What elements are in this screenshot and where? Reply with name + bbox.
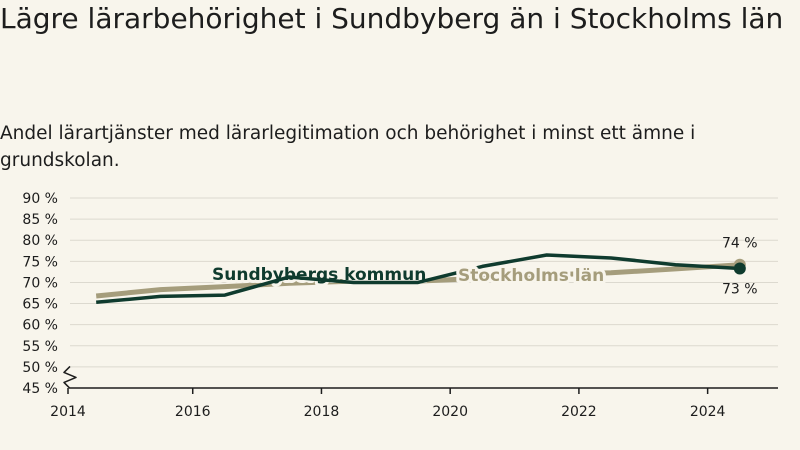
y-tick-label-60: 60 %	[22, 318, 58, 334]
series-label-stockholms-lan: Stockholms län	[458, 266, 604, 286]
y-tick-label-90: 90 %	[22, 191, 58, 207]
series-label-sundbybergs-kommun: Sundbybergs kommun	[212, 265, 426, 285]
end-label-sundbybergs-kommun: 73 %	[722, 282, 758, 298]
end-label-stockholms-lan: 74 %	[722, 236, 758, 252]
x-tick-label-2016: 2016	[175, 404, 211, 420]
x-tick-label-2020: 2020	[432, 404, 468, 420]
y-tick-label-55: 55 %	[22, 339, 58, 355]
x-tick-label-2018: 2018	[304, 404, 340, 420]
y-tick-label-70: 70 %	[22, 275, 58, 291]
x-tick-label-2024: 2024	[690, 404, 726, 420]
axis-break-mark	[63, 365, 77, 389]
series-line-sundbybergs-kommun	[96, 253, 740, 305]
y-tick-label-45: 45 %	[22, 381, 58, 397]
end-marker-sundbybergs-kommun	[733, 262, 746, 275]
y-tick-label-80: 80 %	[22, 233, 58, 249]
x-tick-label-2022: 2022	[561, 404, 597, 420]
page-subtitle: Andel lärartjänster med lärarlegitimatio…	[0, 123, 696, 171]
y-tick-label-50: 50 %	[22, 360, 58, 376]
x-tick-label-2014: 2014	[50, 404, 86, 420]
y-tick-label-85: 85 %	[22, 212, 58, 228]
page-title: Lägre lärarbehörighet i Sundbyberg än i …	[0, 2, 784, 35]
y-tick-label-65: 65 %	[22, 297, 58, 313]
y-tick-label-75: 75 %	[22, 254, 58, 270]
